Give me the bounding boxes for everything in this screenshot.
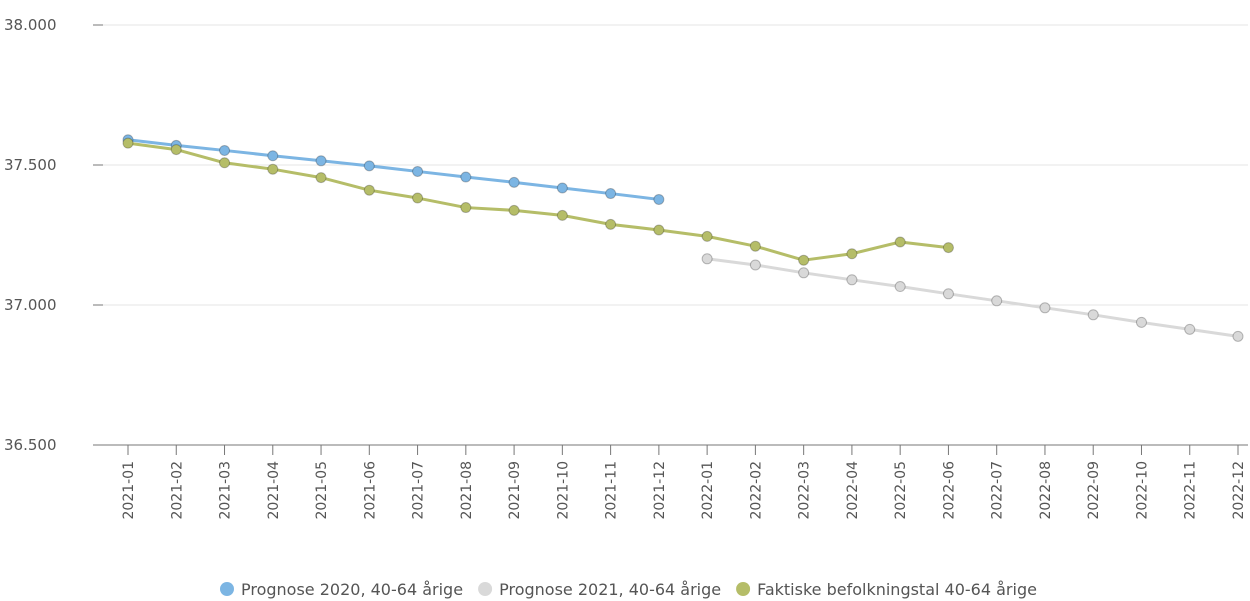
data-point [847,275,857,285]
data-point [1185,324,1195,334]
y-tick-label: 37.500 [4,156,57,174]
data-point [123,138,133,148]
series-line [128,140,659,200]
x-tick-label: 2022-05 [893,461,909,520]
data-point [654,194,664,204]
data-point [413,166,423,176]
series-3 [123,138,953,265]
x-tick-label: 2021-06 [362,461,378,520]
x-tick-label: 2021-12 [652,461,668,520]
x-tick-label: 2021-03 [218,461,234,520]
data-point [461,203,471,213]
x-tick-label: 2021-11 [604,461,620,520]
x-tick-label: 2021-08 [459,461,475,520]
data-point [1088,310,1098,320]
data-point [220,158,230,168]
data-point [799,268,809,278]
data-point [702,231,712,241]
data-point [943,243,953,253]
x-tick-label: 2022-06 [941,461,957,520]
data-point [509,205,519,215]
legend-label: Prognose 2020, 40-64 årige [241,580,463,599]
data-point [895,282,905,292]
axes: 36.500 37.000 37.500 38.000 2021-01 2021-02 20… [4,16,1248,520]
x-tick-label: 2022-03 [797,461,813,520]
data-point [702,254,712,264]
x-tick-label: 2021-04 [266,461,282,520]
x-tick-label: 2021-07 [411,461,427,520]
data-point [364,185,374,195]
x-tick-label: 2021-02 [169,461,185,520]
data-point [1136,317,1146,327]
legend-label: Prognose 2021, 40-64 årige [499,580,721,599]
y-tick-label: 38.000 [4,16,57,34]
data-point [509,177,519,187]
series-layer [123,135,1243,342]
x-tick-label: 2022-11 [1183,461,1199,520]
data-point [316,173,326,183]
data-point [316,156,326,166]
x-tick-label: 2021-09 [507,461,523,520]
data-point [268,151,278,161]
data-point [847,249,857,259]
series-line [128,143,948,260]
x-tick-label: 2022-04 [845,461,861,520]
data-point [654,225,664,235]
data-point [1040,303,1050,313]
legend-item: Prognose 2021, 40-64 årige [478,580,721,599]
y-tick-label: 37.000 [4,296,57,314]
legend-item: Prognose 2020, 40-64 årige [220,580,463,599]
series-2 [702,254,1243,342]
x-tick-label: 2022-12 [1231,461,1247,520]
x-tick-label: 2022-08 [1038,461,1054,520]
data-point [364,161,374,171]
data-point [992,296,1002,306]
data-point [943,289,953,299]
data-point [268,164,278,174]
legend-marker [478,582,492,596]
x-tick-label: 2022-01 [700,461,716,520]
data-point [750,260,760,270]
data-point [1233,331,1243,341]
data-point [413,193,423,203]
data-point [606,189,616,199]
data-point [750,241,760,251]
data-point [799,255,809,265]
series-line [707,259,1238,337]
x-tick-label: 2021-05 [314,461,330,520]
y-tick-label: 36.500 [4,436,57,454]
data-point [606,219,616,229]
legend-marker [736,582,750,596]
legend-label: Faktiske befolkningstal 40-64 årige [757,580,1037,599]
x-tick-label: 2022-07 [990,461,1006,520]
x-tick-label: 2021-10 [555,461,571,520]
data-point [171,145,181,155]
data-point [557,210,567,220]
data-point [557,183,567,193]
data-point [220,145,230,155]
x-tick-label: 2022-09 [1086,461,1102,520]
x-tick-label: 2022-10 [1134,461,1150,520]
x-tick-label: 2021-01 [121,461,137,520]
data-point [461,172,471,182]
x-tick-label: 2022-02 [748,461,764,520]
legend-marker [220,582,234,596]
legend: Prognose 2020, 40-64 årige Prognose 2021,… [220,580,1037,599]
data-point [895,237,905,247]
legend-item: Faktiske befolkningstal 40-64 årige [736,580,1037,599]
